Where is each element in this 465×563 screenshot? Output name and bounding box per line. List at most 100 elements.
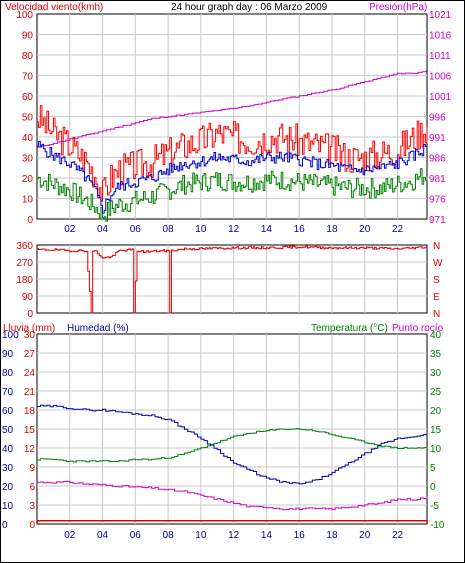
temperature-tick-label: 15 bbox=[430, 425, 442, 436]
direction-tick-label: 180 bbox=[16, 275, 33, 286]
hour-tick-label: 02 bbox=[64, 224, 76, 235]
pressure-tick-label: 976 bbox=[429, 195, 446, 206]
hour-tick-label: 12 bbox=[228, 224, 240, 235]
hour-tick-label: 18 bbox=[326, 530, 338, 541]
rain-tick-label: 6 bbox=[29, 482, 35, 493]
pressure-tick-label: 1016 bbox=[429, 31, 452, 42]
rain-tick-label: 15 bbox=[24, 425, 36, 436]
temperature-tick-label: 40 bbox=[430, 330, 442, 341]
rain-tick-label: 12 bbox=[24, 444, 36, 455]
pressure-tick-label: 1006 bbox=[429, 72, 452, 83]
direction-tick-label: 270 bbox=[16, 258, 33, 269]
humidity-tick-label: 20 bbox=[2, 482, 14, 493]
hour-tick-label: 02 bbox=[64, 530, 76, 541]
temperature-line bbox=[37, 428, 428, 463]
compass-tick-label: S bbox=[433, 275, 440, 286]
humidity-tick-label: 70 bbox=[2, 387, 14, 398]
temperature-label: Temperatura (°C) bbox=[311, 323, 388, 334]
temperature-tick-label: 0 bbox=[430, 482, 436, 493]
compass-tick-label: N bbox=[433, 241, 440, 252]
humidity-tick-label: 80 bbox=[2, 368, 14, 379]
hour-tick-label: 12 bbox=[228, 530, 240, 541]
wind-tick-label: 30 bbox=[22, 154, 34, 165]
humidity-tick-label: 30 bbox=[2, 463, 14, 474]
direction-tick-label: 360 bbox=[16, 241, 33, 252]
wind-tick-label: 0 bbox=[27, 215, 33, 226]
rain-tick-label: 18 bbox=[24, 406, 36, 417]
hour-tick-label: 10 bbox=[195, 530, 207, 541]
pressure-tick-label: 971 bbox=[429, 215, 446, 226]
wind-tick-label: 90 bbox=[22, 31, 34, 42]
hour-tick-label: 10 bbox=[195, 224, 207, 235]
humidity-line bbox=[37, 404, 428, 485]
temperature-tick-label: 35 bbox=[430, 349, 442, 360]
humidity-tick-label: 90 bbox=[2, 349, 14, 360]
hour-tick-label: 06 bbox=[130, 224, 142, 235]
temperature-tick-label: 10 bbox=[430, 444, 442, 455]
dewpoint-line bbox=[37, 480, 428, 511]
humidity-tick-label: 0 bbox=[2, 520, 8, 531]
rain-tick-label: 27 bbox=[24, 349, 36, 360]
chart-title: 24 hour graph day : 06 Marzo 2009 bbox=[171, 2, 328, 13]
temperature-tick-label: 30 bbox=[430, 368, 442, 379]
pressure-tick-label: 991 bbox=[429, 133, 446, 144]
hour-tick-label: 16 bbox=[294, 530, 306, 541]
pressure-label: Presión(hPa) bbox=[369, 2, 427, 13]
humidity-tick-label: 60 bbox=[2, 406, 14, 417]
wind-tick-label: 60 bbox=[22, 92, 34, 103]
humidity-tick-label: 10 bbox=[2, 501, 14, 512]
pressure-tick-label: 1021 bbox=[429, 10, 452, 21]
temperature-tick-label: 25 bbox=[430, 387, 442, 398]
hour-tick-label: 08 bbox=[163, 224, 175, 235]
hour-tick-label: 06 bbox=[130, 530, 142, 541]
rain-tick-label: 3 bbox=[29, 501, 35, 512]
pressure-tick-label: 986 bbox=[429, 154, 446, 165]
rain-label: Lluvia (mm) bbox=[3, 323, 55, 334]
wind-tick-label: 80 bbox=[22, 51, 34, 62]
rain-tick-label: 9 bbox=[29, 463, 35, 474]
hour-tick-label: 16 bbox=[294, 224, 306, 235]
temperature-tick-label: -5 bbox=[430, 501, 439, 512]
rain-tick-label: 24 bbox=[24, 368, 36, 379]
wind-direction-line bbox=[37, 245, 428, 314]
wind-tick-label: 20 bbox=[22, 174, 34, 185]
rain-tick-label: 21 bbox=[24, 387, 36, 398]
hour-tick-label: 22 bbox=[392, 224, 404, 235]
rain-tick-label: 30 bbox=[24, 330, 36, 341]
rain-tick-label: 0 bbox=[29, 520, 35, 531]
humidity-tick-label: 100 bbox=[2, 330, 19, 341]
hour-tick-label: 18 bbox=[326, 224, 338, 235]
hour-tick-label: 04 bbox=[97, 224, 109, 235]
temperature-tick-label: 20 bbox=[430, 406, 442, 417]
compass-tick-label: W bbox=[433, 258, 443, 269]
chart-layers: 0102030405060708090100971976981986991996… bbox=[2, 10, 452, 541]
wind-gust-line bbox=[37, 105, 428, 202]
pressure-tick-label: 1001 bbox=[429, 92, 452, 103]
wind-tick-label: 70 bbox=[22, 72, 34, 83]
humidity-label: Humedad (%) bbox=[67, 323, 129, 334]
hour-tick-label: 08 bbox=[163, 530, 175, 541]
direction-tick-label: 90 bbox=[22, 292, 34, 303]
compass-tick-label: N bbox=[433, 309, 440, 320]
hour-tick-label: 22 bbox=[392, 530, 404, 541]
hour-tick-label: 14 bbox=[261, 530, 273, 541]
wind-tick-label: 50 bbox=[22, 113, 34, 124]
hour-tick-label: 14 bbox=[261, 224, 273, 235]
humidity-tick-label: 40 bbox=[2, 444, 14, 455]
dewpoint-label: Punto rocío bbox=[392, 323, 444, 334]
hour-tick-label: 20 bbox=[359, 530, 371, 541]
pressure-line bbox=[37, 70, 427, 148]
direction-tick-label: 0 bbox=[27, 309, 33, 320]
hour-tick-label: 20 bbox=[359, 224, 371, 235]
pressure-tick-label: 1011 bbox=[429, 51, 451, 62]
wind-speed-label: Velocidad viento(kmh) bbox=[5, 2, 103, 13]
temperature-tick-label: 5 bbox=[430, 463, 436, 474]
humidity-tick-label: 50 bbox=[2, 425, 14, 436]
rain-line bbox=[36, 520, 428, 524]
pressure-tick-label: 981 bbox=[429, 174, 446, 185]
compass-tick-label: E bbox=[433, 292, 440, 303]
wind-avg-line bbox=[37, 140, 428, 214]
hour-tick-label: 04 bbox=[97, 530, 109, 541]
